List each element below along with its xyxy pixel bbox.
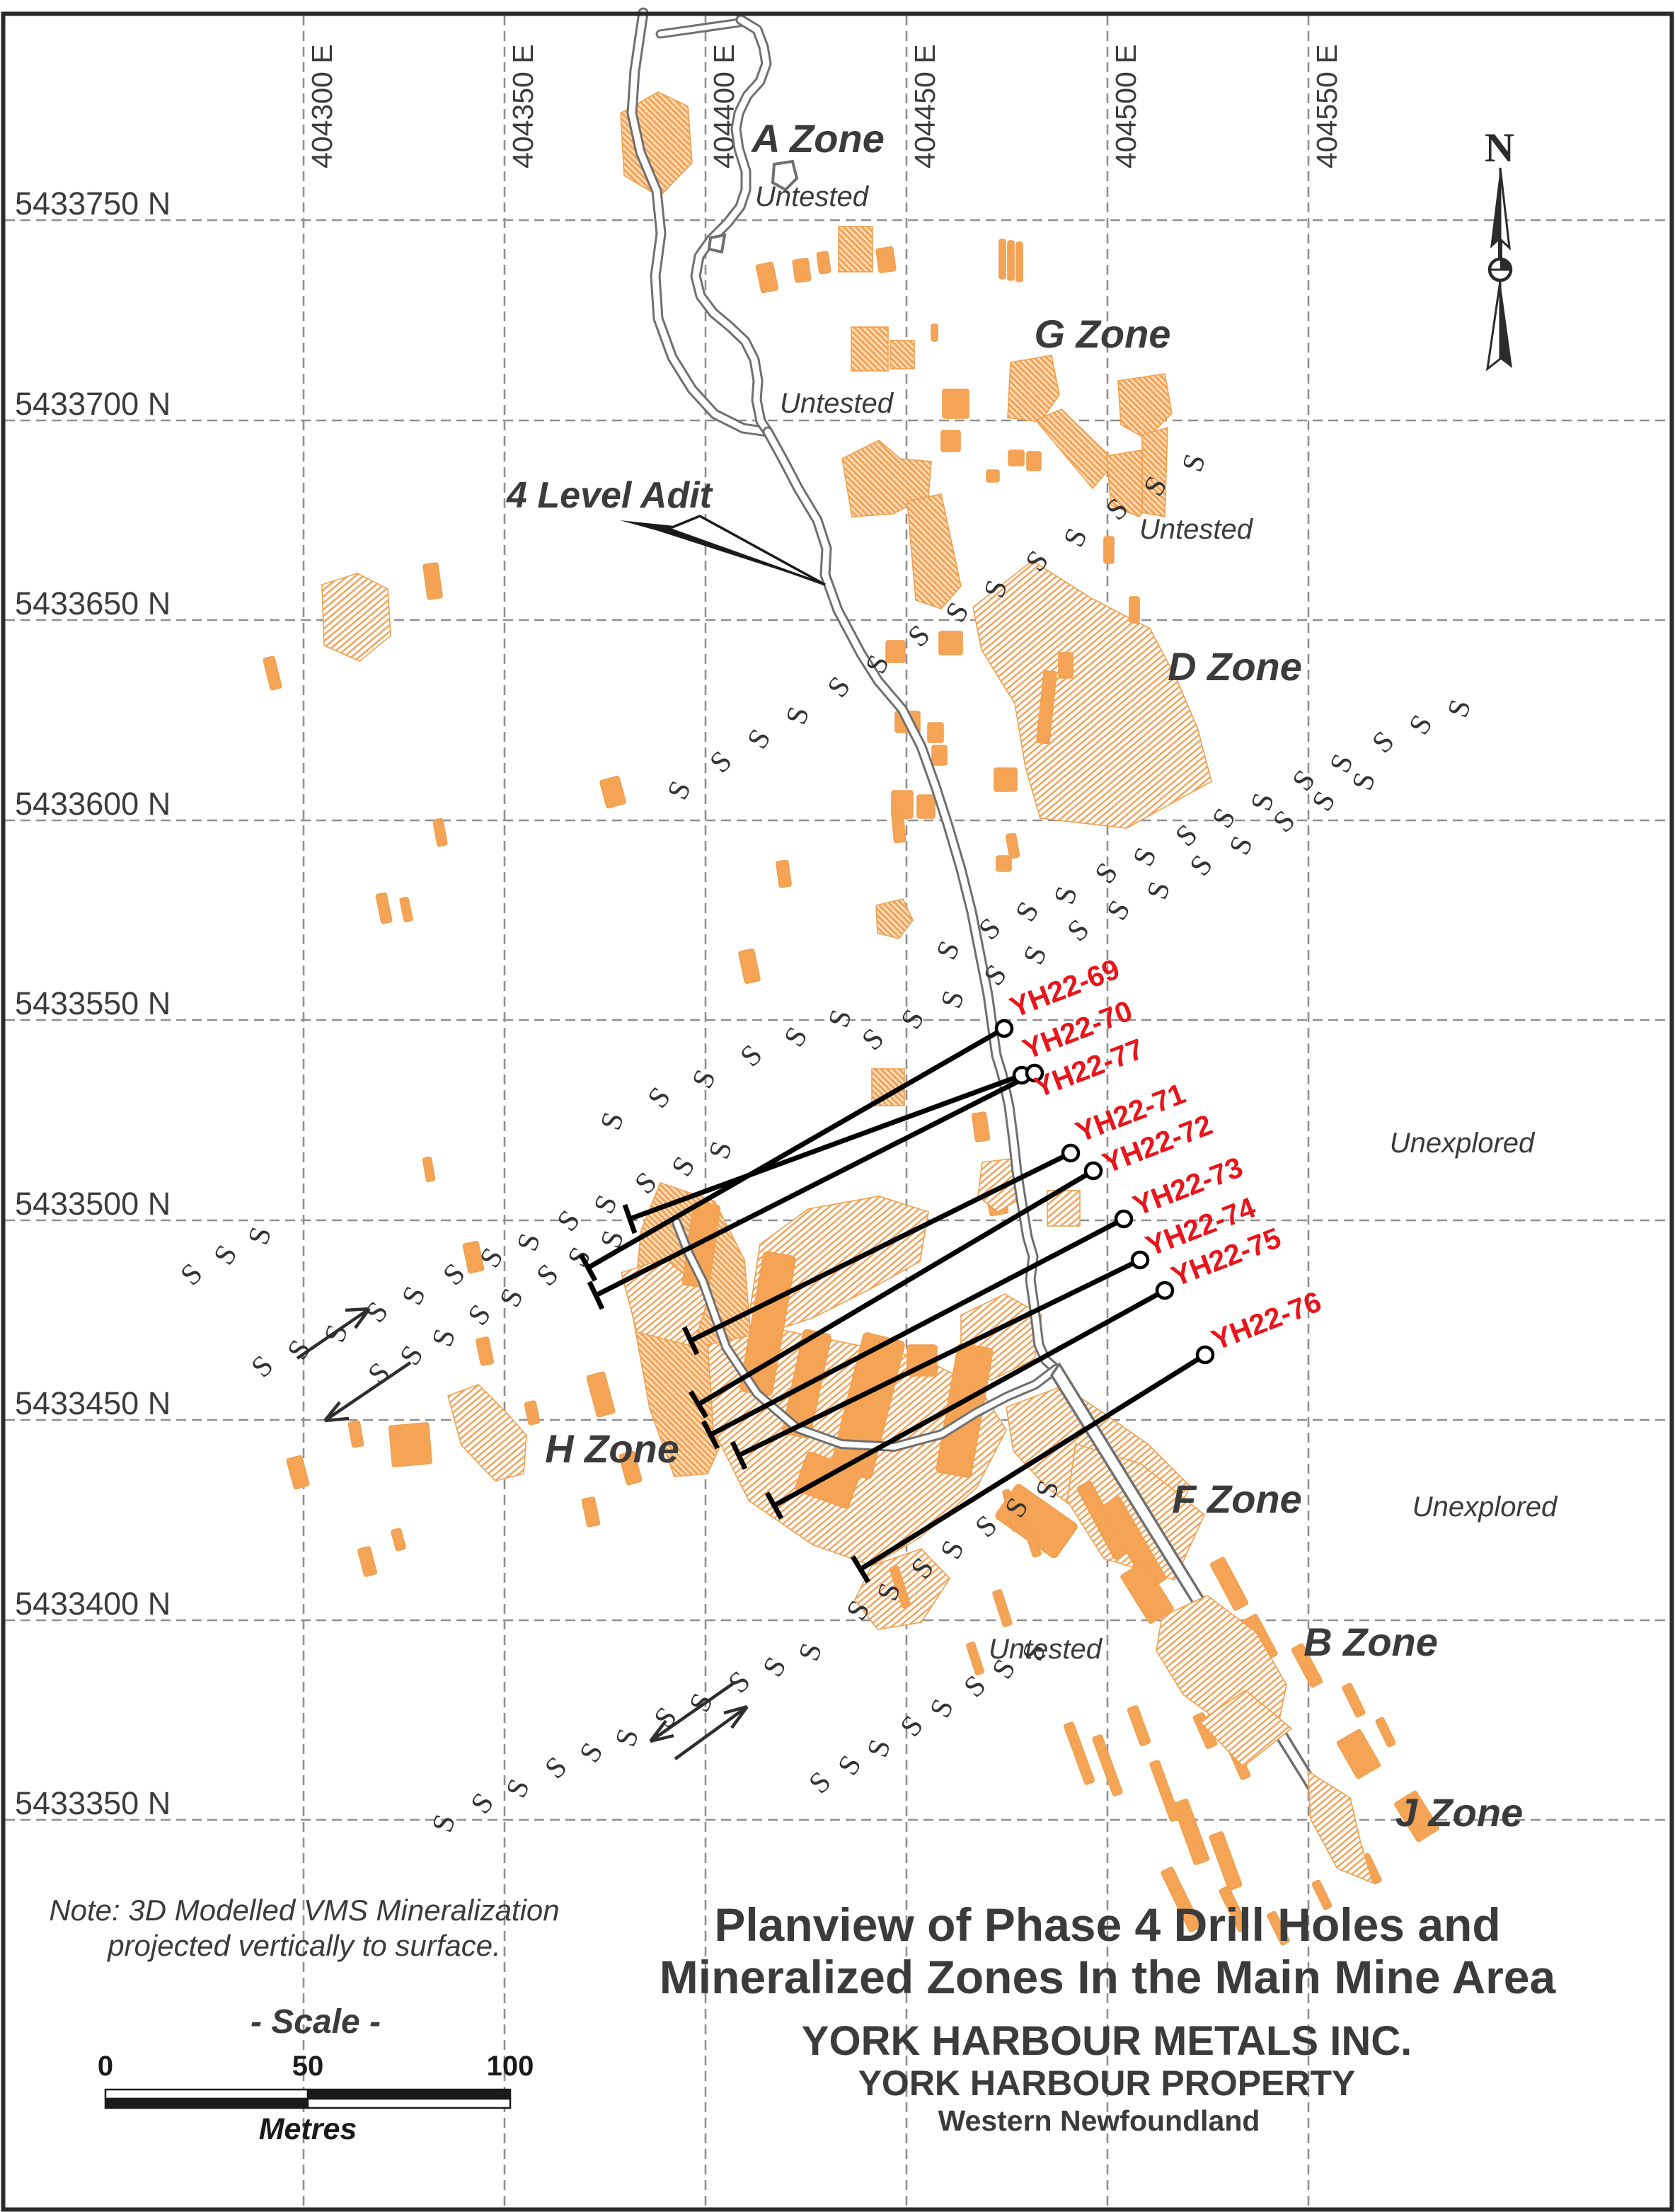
svg-text:5433600 N: 5433600 N [15, 786, 171, 822]
svg-text:- Scale -: - Scale - [251, 2003, 381, 2041]
svg-text:Metres: Metres [259, 2112, 357, 2146]
svg-text:404450 E: 404450 E [909, 44, 941, 168]
svg-text:5433750 N: 5433750 N [15, 185, 171, 222]
svg-text:404350 E: 404350 E [507, 44, 539, 168]
svg-text:Unexplored: Unexplored [1412, 1491, 1558, 1523]
svg-text:A Zone: A Zone [750, 116, 885, 161]
svg-text:Untested: Untested [780, 388, 894, 419]
svg-text:Untested: Untested [989, 1634, 1103, 1665]
svg-text:B Zone: B Zone [1303, 1620, 1438, 1664]
svg-text:Untested: Untested [755, 181, 870, 212]
svg-text:404500 E: 404500 E [1110, 44, 1142, 168]
svg-text:G Zone: G Zone [1035, 311, 1171, 356]
svg-text:4 Level Adit: 4 Level Adit [506, 475, 714, 516]
svg-text:404300 E: 404300 E [306, 44, 338, 168]
svg-text:Planview of Phase 4 Drill Hole: Planview of Phase 4 Drill Holes and [714, 1898, 1500, 1951]
svg-text:N: N [1485, 125, 1514, 171]
svg-text:5433700 N: 5433700 N [15, 386, 171, 422]
svg-text:5433450 N: 5433450 N [15, 1385, 171, 1421]
svg-text:404550 E: 404550 E [1311, 44, 1343, 168]
svg-text:5433650 N: 5433650 N [15, 585, 171, 621]
svg-text:Mineralized Zones In the Main: Mineralized Zones In the Main Mine Area [660, 1951, 1557, 2003]
svg-text:YORK HARBOUR PROPERTY: YORK HARBOUR PROPERTY [858, 2063, 1356, 2103]
svg-text:Unexplored: Unexplored [1390, 1128, 1536, 1159]
svg-text:Untested: Untested [1139, 514, 1254, 545]
svg-text:F Zone: F Zone [1172, 1477, 1302, 1521]
svg-text:100: 100 [487, 2051, 534, 2082]
svg-text:YORK HARBOUR METALS INC.: YORK HARBOUR METALS INC. [802, 2018, 1412, 2064]
svg-text:Western Newfoundland: Western Newfoundland [938, 2104, 1260, 2137]
svg-text:5433400 N: 5433400 N [15, 1586, 171, 1622]
svg-text:D Zone: D Zone [1168, 644, 1302, 689]
svg-text:J Zone: J Zone [1395, 1790, 1523, 1835]
svg-text:H Zone: H Zone [545, 1426, 679, 1471]
svg-text:Note: 3D Modelled VMS Minerali: Note: 3D Modelled VMS Mineralization [49, 1893, 559, 1927]
svg-text:5433500 N: 5433500 N [15, 1186, 171, 1222]
svg-text:projected vertically to surfac: projected vertically to surface. [106, 1929, 501, 1962]
svg-text:5433550 N: 5433550 N [15, 985, 171, 1021]
svg-text:50: 50 [292, 2051, 324, 2082]
svg-text:5433350 N: 5433350 N [15, 1785, 171, 1821]
svg-text:0: 0 [98, 2051, 113, 2082]
